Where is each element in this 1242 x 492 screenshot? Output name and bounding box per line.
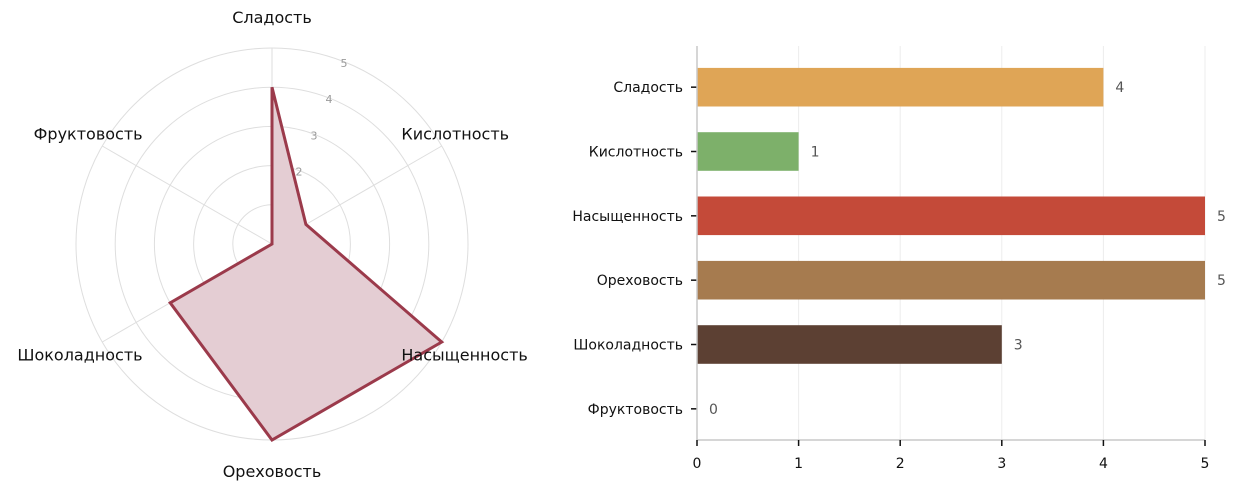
bar-axes [691, 46, 1205, 441]
radar-axis-label: Сладость [232, 8, 312, 27]
radar-area-fill [170, 87, 442, 440]
bar-value-label: 4 [1115, 80, 1124, 96]
bar-value-label: 5 [1217, 273, 1226, 289]
radar-axis-label: Фруктовость [34, 125, 143, 144]
bar-x-tick-label: 1 [794, 456, 803, 472]
bar-x-ticks: 0 1 2 3 4 5 [693, 440, 1210, 472]
bar-category-label: Шоколадность [573, 338, 683, 354]
radar-axis-label: Шоколадность [17, 346, 142, 365]
bar-category-label: Сладость [613, 80, 683, 96]
bar-value-label: 1 [811, 145, 820, 161]
radar-series-line [167, 86, 445, 442]
bar [697, 325, 1002, 364]
bar-x-tick-label: 2 [896, 456, 905, 472]
radar-spoke [102, 145, 273, 245]
radar-axis-labels: Сладость Кислотность Насыщенность Ореховост… [17, 8, 527, 481]
bar-value-label: 5 [1217, 209, 1226, 225]
bar-x-tick-label: 3 [997, 456, 1006, 472]
radar-radial-tick-label: 3 [311, 129, 318, 142]
bar-series [697, 67, 1205, 364]
bar [697, 67, 1104, 107]
radar-radial-tick-label: 4 [326, 93, 333, 106]
bar-category-label: Фруктовость [588, 402, 683, 418]
bar-grid [798, 46, 1206, 440]
bar-category-label: Кислотность [589, 145, 683, 161]
bar-value-label: 0 [709, 402, 718, 418]
bar-x-tick-label: 5 [1201, 456, 1210, 472]
bar-value-labels: 4 1 5 5 3 0 [709, 80, 1226, 418]
bar [697, 260, 1205, 300]
bar-value-label: 3 [1014, 338, 1023, 354]
bar-category-labels: Сладость Кислотность Насыщенность Ореховост… [572, 80, 683, 418]
radar-axis-label: Насыщенность [401, 346, 527, 365]
bar [697, 132, 799, 171]
bar-category-label: Насыщенность [572, 209, 683, 225]
radar-radial-tick-label: 5 [341, 57, 348, 70]
bar-category-label: Ореховость [597, 273, 683, 289]
bar-chart: Сладость Кислотность Насыщенность Ореховост… [572, 46, 1226, 472]
radar-radial-tick-label: 2 [296, 166, 303, 179]
bar [697, 196, 1205, 236]
radar-series [167, 86, 445, 442]
bar-x-tick-label: 0 [693, 456, 702, 472]
radar-axis-label: Ореховость [223, 462, 322, 481]
radar-axis-label: Кислотность [401, 125, 509, 144]
bar-x-tick-label: 4 [1099, 456, 1108, 472]
